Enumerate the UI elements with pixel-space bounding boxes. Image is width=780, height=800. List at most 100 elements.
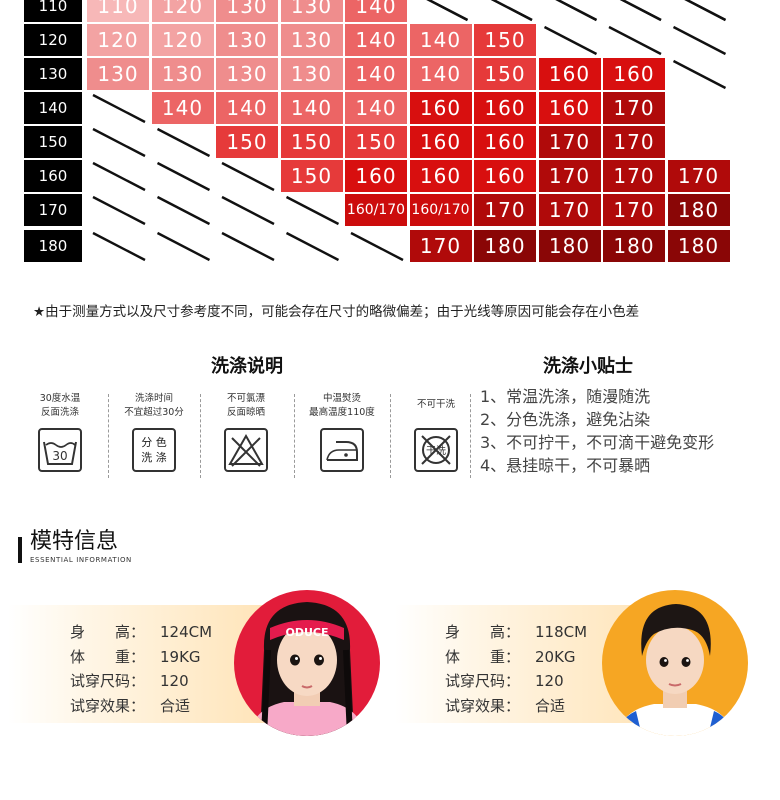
not-applicable-slash (92, 195, 146, 226)
size-cell: 130 (280, 24, 343, 56)
wash-tip: 4、悬挂晾干，不可暴晒 (480, 456, 651, 475)
size-cell: 140 (216, 92, 278, 124)
stat-height: 身 高： 124CM (70, 623, 213, 641)
not-applicable-slash (555, 0, 598, 22)
size-cell: 170 (603, 92, 665, 124)
size-cell: 180 (603, 230, 665, 262)
size-cell: 140 (345, 24, 407, 56)
model-girl-stats: 身 高： 124CM 体 重： 19KG 试穿尺码： 120 试穿效果： 合适 (70, 620, 212, 718)
wash-instructions-title: 洗涤说明 (211, 356, 283, 377)
wash-item-no-bleach: 不可氯漂 反面晾晒 (206, 392, 286, 472)
size-row-label: 160 (24, 160, 82, 192)
not-applicable-slash (156, 231, 211, 262)
size-row-label: 180 (24, 230, 82, 262)
model-boy-stats: 身 高： 118CM 体 重： 20KG 试穿尺码： 120 试穿效果： 合适 (445, 620, 587, 718)
size-cell: 130 (87, 58, 149, 90)
size-row-label: 120 (24, 24, 82, 56)
size-cell: 160 (538, 92, 601, 124)
size-cell: 180 (667, 230, 730, 262)
size-cell: 160 (409, 126, 472, 158)
not-applicable-slash (672, 25, 727, 56)
size-cell: 170 (538, 194, 601, 226)
not-applicable-slash (156, 195, 211, 226)
size-cell: 170 (667, 160, 730, 192)
stat-fit: 试穿效果： 合适 (70, 696, 191, 715)
wash-item-separate: 洗涤时间 不宜超过30分 分 色 洗 涤 (114, 392, 194, 472)
wash-item-no-dry-clean: 不可干洗 干洗 (396, 392, 476, 472)
wash-divider (294, 394, 295, 478)
size-cell: 160 (538, 58, 601, 90)
size-cell: 170 (603, 194, 665, 226)
size-cell: 120 (151, 24, 214, 56)
no-bleach-icon (224, 428, 268, 472)
size-cell: 170 (603, 126, 665, 158)
svg-text:30: 30 (52, 449, 67, 463)
size-row-label: 110 (24, 0, 82, 22)
wash-divider (108, 394, 109, 478)
no-dry-clean-icon: 干洗 (414, 428, 458, 472)
measurement-note: ★由于测量方式以及尺寸参考度不同，可能会存在尺寸的略微偏差；由于光线等原因可能会… (33, 304, 640, 320)
separate-wash-icon: 分 色 洗 涤 (132, 428, 176, 472)
wash-divider (470, 394, 471, 478)
size-cell: 140 (345, 58, 407, 90)
wash-item-30-degree: 30度水温 反面洗涤 30 (20, 392, 100, 472)
not-applicable-slash (350, 231, 404, 262)
size-cell: 130 (280, 58, 343, 90)
stat-weight: 体 重： 20KG (445, 647, 576, 666)
wash-divider (390, 394, 391, 478)
size-cell: 160 (409, 92, 472, 124)
not-applicable-slash (221, 161, 275, 192)
not-applicable-slash (221, 195, 275, 226)
stat-height: 身 高： 118CM (445, 623, 588, 641)
size-cell: 140 (280, 92, 343, 124)
stat-size: 试穿尺码： 120 (70, 672, 189, 690)
not-applicable-slash (92, 93, 146, 124)
size-cell: 150 (474, 58, 536, 90)
size-cell: 180 (474, 230, 536, 262)
wash-tip: 3、不可拧干，不可滴干避免变形 (480, 433, 715, 452)
size-cell: 150 (474, 24, 536, 56)
size-cell: 150 (345, 126, 407, 158)
not-applicable-slash (92, 231, 146, 262)
size-cell: 170 (538, 160, 601, 192)
model-info-subtitle: ESSENTIAL INFORMATION (30, 556, 132, 564)
not-applicable-slash (672, 59, 727, 90)
size-cell: 170 (603, 160, 665, 192)
stat-size: 试穿尺码： 120 (445, 672, 564, 690)
not-applicable-slash (92, 127, 146, 158)
headband-text: ODUCE (285, 626, 328, 639)
size-cell: 120 (87, 24, 149, 56)
size-grid-slashes (92, 0, 727, 262)
size-cell: 160 (474, 126, 536, 158)
stat-weight: 体 重： 19KG (70, 647, 201, 666)
not-applicable-slash (619, 0, 662, 22)
size-cell: 170 (474, 194, 536, 226)
size-cell: 140 (345, 92, 407, 124)
stat-fit: 试穿效果： 合适 (445, 696, 566, 715)
not-applicable-slash (285, 195, 340, 226)
size-cell: 120 (151, 0, 214, 22)
not-applicable-slash (156, 127, 211, 158)
size-cell: 160/170 (409, 194, 472, 226)
size-cell: 130 (216, 0, 278, 22)
size-cell: 130 (216, 58, 278, 90)
wash-tips-title: 洗涤小贴士 (543, 356, 633, 377)
size-cell: 160/170 (345, 194, 407, 226)
size-cell: 170 (409, 230, 472, 262)
size-cell: 140 (409, 24, 472, 56)
model-boy-photo (602, 590, 748, 736)
size-row-label: 140 (24, 92, 82, 124)
model-girl-band (8, 605, 270, 723)
size-cell: 150 (216, 126, 278, 158)
size-row-label: 170 (24, 194, 82, 226)
not-applicable-slash (684, 0, 727, 22)
size-cell: 140 (151, 92, 214, 124)
wash-divider (200, 394, 201, 478)
size-cell: 150 (280, 160, 343, 192)
size-cell: 130 (151, 58, 214, 90)
not-applicable-slash (608, 25, 662, 56)
size-cell: 140 (345, 0, 407, 22)
size-cell: 170 (538, 126, 601, 158)
wash-tips-list: 1、常温洗涤，随漫随洗 2、分色洗涤，避免沾染 3、不可拧干，不可滴干避免变形 … (480, 385, 714, 477)
wash-item-iron: 中温熨烫 最高温度110度 (302, 392, 382, 472)
